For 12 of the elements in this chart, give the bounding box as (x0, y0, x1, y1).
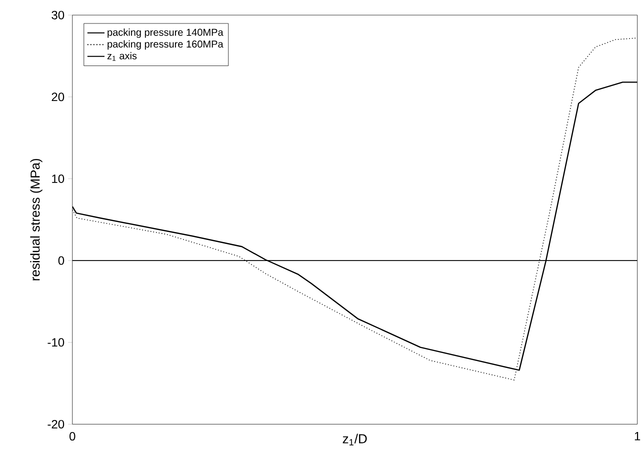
y-tick-label: -10 (48, 338, 64, 346)
x-axis-title: z$_{1}$/D (342, 434, 367, 446)
y-tick-label: 10 (52, 174, 64, 183)
legend-label: z$_{1}$ axis (107, 52, 137, 61)
x-tick-label: 1 (634, 432, 640, 440)
y-axis-title: residual stress (MPa) (30, 158, 42, 280)
y-tick-label: -20 (48, 420, 64, 428)
y-tick-label: 0 (58, 256, 64, 265)
legend-label: packing pressure 140MPa (108, 28, 224, 38)
legend-label: packing pressure 160MPa (108, 40, 224, 50)
y-tick-label: 20 (52, 92, 64, 101)
y-tick-label: 30 (52, 10, 64, 20)
